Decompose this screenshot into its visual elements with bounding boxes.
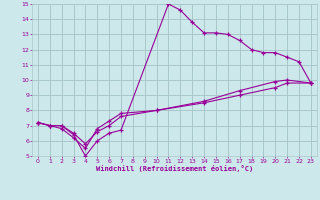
X-axis label: Windchill (Refroidissement éolien,°C): Windchill (Refroidissement éolien,°C)	[96, 165, 253, 172]
